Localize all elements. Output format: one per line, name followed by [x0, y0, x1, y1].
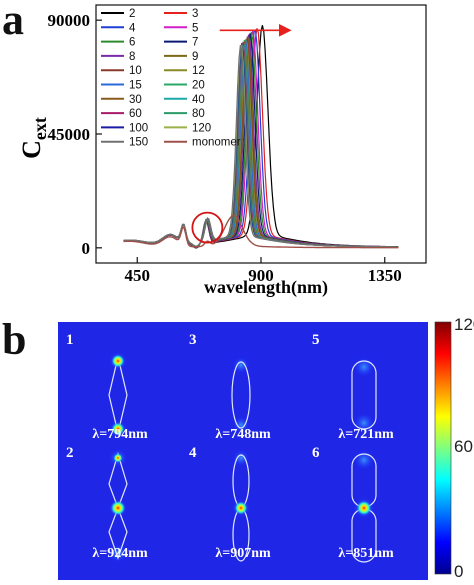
legend-label-40: 40 — [192, 94, 205, 106]
legend-label-5: 5 — [192, 22, 198, 34]
legend-label-100: 100 — [129, 122, 148, 134]
legend-label-monomer: monomer — [192, 137, 241, 149]
hotspot — [113, 453, 123, 463]
colorbar-tick-label: 120 — [454, 315, 474, 334]
legend-label-30: 30 — [129, 94, 142, 106]
highlight-circle — [191, 211, 224, 244]
series-line-150 — [123, 44, 399, 248]
panel-letter-b: b — [2, 315, 27, 364]
colorbar-tick-label: 60 — [454, 437, 473, 456]
legend-label-10: 10 — [129, 65, 142, 77]
legend-label-150: 150 — [129, 137, 148, 149]
legend-label-4: 4 — [129, 22, 136, 34]
field-map-wavelength: λ=924nm — [92, 546, 148, 561]
legend-label-80: 80 — [192, 108, 205, 120]
y-axis-label: Cext — [17, 117, 50, 159]
hotspot — [356, 500, 372, 516]
y-tick-label: 90000 — [48, 11, 91, 30]
field-map-id: 3 — [189, 332, 197, 348]
hotspot — [111, 422, 125, 436]
legend-label-60: 60 — [129, 108, 142, 120]
colorbar-ticks: 120 60 0 — [454, 315, 474, 581]
legend-label-6: 6 — [129, 37, 135, 49]
particle-outline — [108, 506, 128, 560]
legend-label-7: 7 — [192, 37, 198, 49]
ticks-layer: 450 900 1350 0 45000 90000 — [48, 11, 402, 285]
field-map-wavelength: λ=794nm — [92, 427, 148, 442]
series-line-monomer — [123, 214, 399, 249]
field-map-4: 4 λ=907nm — [189, 445, 271, 562]
field-map-6: 6 λ=851nm — [312, 445, 394, 563]
field-map-wavelength: λ=748nm — [215, 427, 271, 442]
particle-outline — [231, 361, 251, 429]
legend-label-8: 8 — [129, 51, 135, 63]
field-map-3: 3 λ=748nm — [189, 332, 271, 442]
field-maps: 1 λ=794nm 3 λ=748nm 5 λ=721nm 2 λ=924nm 4 λ=907nm… — [66, 332, 394, 563]
field-glow — [353, 412, 375, 434]
field-map-id: 5 — [312, 332, 320, 348]
field-glow — [353, 356, 375, 378]
particle-outline — [351, 360, 377, 430]
field-glow — [232, 449, 250, 467]
colorbar — [434, 321, 452, 575]
field-glow — [232, 416, 250, 434]
colorbar-tick-label: 0 — [454, 562, 463, 581]
field-map-wavelength: λ=721nm — [338, 427, 394, 442]
field-map-5: 5 λ=721nm — [312, 332, 394, 442]
field-map-id: 1 — [66, 332, 74, 348]
x-axis-label: wavelength(nm) — [204, 277, 328, 298]
legend-label-15: 15 — [129, 80, 142, 92]
legend-label-120: 120 — [192, 122, 211, 134]
x-tick-label: 900 — [248, 266, 274, 285]
y-axis-label-sub: ext — [30, 117, 50, 140]
hotspot — [111, 354, 125, 368]
field-map-id: 2 — [66, 445, 74, 461]
legend-label-2: 2 — [129, 8, 135, 20]
x-tick-label: 450 — [125, 266, 151, 285]
y-tick-label: 0 — [82, 239, 91, 258]
field-map-wavelength: λ=851nm — [338, 546, 394, 561]
field-map-wavelength: λ=907nm — [215, 546, 271, 561]
legend-label-3: 3 — [192, 8, 198, 20]
series-line-4 — [123, 29, 399, 249]
field-map-2: 2 λ=924nm — [66, 445, 148, 563]
hotspot — [110, 500, 126, 516]
field-map-1: 1 λ=794nm — [66, 332, 148, 442]
field-map-id: 4 — [189, 445, 197, 461]
legend-label-9: 9 — [192, 51, 198, 63]
field-glow — [353, 449, 375, 471]
y-tick-label: 45000 — [48, 125, 91, 144]
field-map-id: 6 — [312, 445, 320, 461]
legend-label-20: 20 — [192, 80, 205, 92]
hotspot — [234, 501, 248, 515]
legend-label-12: 12 — [192, 65, 205, 77]
field-glow — [108, 543, 128, 563]
field-glow — [232, 356, 250, 374]
curves-layer — [123, 25, 399, 249]
panel-letter-a: a — [2, 0, 24, 44]
y-axis-label-main: C — [17, 140, 46, 159]
legend: 2 3 4 5 6 7 8 9 10 12 15 20 30 40 60 80 100 120 150 monomer — [101, 8, 241, 149]
x-tick-label: 1350 — [368, 266, 402, 285]
